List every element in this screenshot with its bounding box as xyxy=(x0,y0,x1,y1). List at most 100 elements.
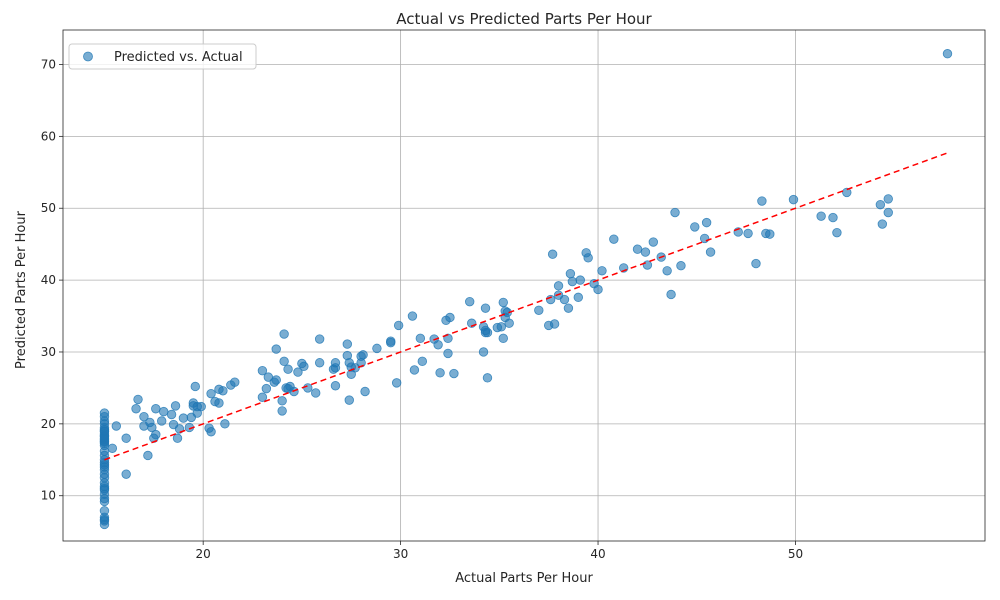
y-tick-label: 30 xyxy=(41,345,56,359)
scatter-point xyxy=(676,261,686,271)
scatter-point xyxy=(549,319,560,329)
scatter-point xyxy=(147,422,157,433)
scatter-point xyxy=(545,294,556,305)
scatter-point xyxy=(279,329,289,339)
scatter-point xyxy=(875,199,886,210)
scatter-point xyxy=(670,207,680,218)
scatter-point xyxy=(257,392,268,402)
scatter-point xyxy=(358,350,368,360)
scatter-point xyxy=(314,334,325,344)
scatter-point xyxy=(299,361,309,372)
legend-label: Predicted vs. Actual xyxy=(114,50,243,65)
scatter-point xyxy=(121,433,131,443)
y-tick-label: 50 xyxy=(41,201,56,215)
scatter-point xyxy=(178,413,189,423)
scatter-point xyxy=(143,450,153,461)
scatter-point xyxy=(832,227,842,238)
scatter-point xyxy=(478,347,489,357)
scatter-point xyxy=(131,404,141,414)
scatter-point xyxy=(311,388,321,398)
scatter-point xyxy=(877,219,888,229)
legend-box xyxy=(68,43,257,70)
scatter-point xyxy=(277,406,287,416)
scatter-point xyxy=(597,266,607,276)
scatter-point xyxy=(283,364,293,374)
scatter-point xyxy=(559,294,570,305)
scatter-point xyxy=(757,196,767,206)
scatter-point xyxy=(701,217,712,228)
scatter-point xyxy=(465,296,475,307)
scatter-point xyxy=(271,375,281,385)
scatter-point xyxy=(662,266,672,276)
scatter-point xyxy=(372,343,382,354)
x-axis-ticks: 20 30 40 50 xyxy=(196,541,803,561)
y-axis-label: Predicted Parts Per Hour xyxy=(14,210,29,369)
scatter-point xyxy=(816,211,826,221)
scatter-point xyxy=(443,348,453,359)
scatter-point xyxy=(666,289,676,300)
scatter-point xyxy=(230,377,240,387)
scatter-point xyxy=(883,207,893,218)
scatter-point xyxy=(502,307,512,318)
scatter-point xyxy=(632,244,643,254)
x-tick-label: 40 xyxy=(590,547,605,561)
scatter-point xyxy=(220,419,230,429)
scatter-point xyxy=(257,365,268,376)
scatter-point xyxy=(609,234,619,244)
y-tick-label: 70 xyxy=(41,57,56,71)
scatter-point xyxy=(196,401,206,412)
scatter-point xyxy=(157,416,167,426)
scatter-point xyxy=(214,398,224,408)
y-tick-label: 60 xyxy=(41,129,56,143)
scatter-point xyxy=(751,258,761,269)
scatter-point xyxy=(133,394,143,405)
scatter-point xyxy=(206,427,216,437)
scatter-point xyxy=(699,233,710,244)
scatter-point xyxy=(303,383,313,393)
legend: Predicted vs. Actual xyxy=(68,43,257,70)
scatter-point xyxy=(99,519,110,530)
scatter-point xyxy=(386,337,396,348)
scatter-point xyxy=(261,383,272,394)
scatter-point xyxy=(314,358,325,368)
scatter-point xyxy=(534,305,544,315)
scatter-point xyxy=(293,367,303,377)
scatter-point xyxy=(573,292,583,303)
scatter-point xyxy=(158,406,169,417)
scatter-point xyxy=(435,368,445,378)
scatter-point xyxy=(121,469,131,479)
scatter-point xyxy=(407,311,418,321)
scatter-point xyxy=(565,268,576,279)
scatter-point xyxy=(504,318,514,328)
scatter-point xyxy=(575,275,585,285)
x-tick-label: 30 xyxy=(393,547,408,561)
scatter-point xyxy=(498,297,508,308)
scatter-point xyxy=(344,395,354,405)
scatter-point xyxy=(583,253,593,263)
scatter-point xyxy=(277,396,287,406)
scatter-point xyxy=(166,409,177,420)
scatter-point xyxy=(593,284,603,295)
scatter-point xyxy=(642,260,653,270)
y-tick-label: 40 xyxy=(41,273,56,287)
scatter-point xyxy=(271,344,281,354)
axes-frame xyxy=(62,29,986,542)
y-tick-label: 10 xyxy=(41,489,56,503)
scatter-point xyxy=(99,496,110,507)
y-tick-label: 20 xyxy=(41,417,56,431)
scatter-point xyxy=(218,386,228,396)
y-axis-ticks: 10 20 30 40 50 60 70 xyxy=(41,57,63,503)
scatter-point xyxy=(279,356,289,367)
scatter-point xyxy=(172,433,183,443)
scatter-point xyxy=(409,365,420,375)
scatter-point xyxy=(330,381,341,391)
scatter-point xyxy=(788,194,799,205)
scatter-point xyxy=(690,222,700,232)
scatter-point xyxy=(445,312,455,323)
scatter-point xyxy=(330,358,341,368)
scatter-point xyxy=(433,340,443,350)
scatter-point xyxy=(496,322,506,332)
legend-marker xyxy=(83,51,93,62)
scatter-point xyxy=(828,212,838,223)
